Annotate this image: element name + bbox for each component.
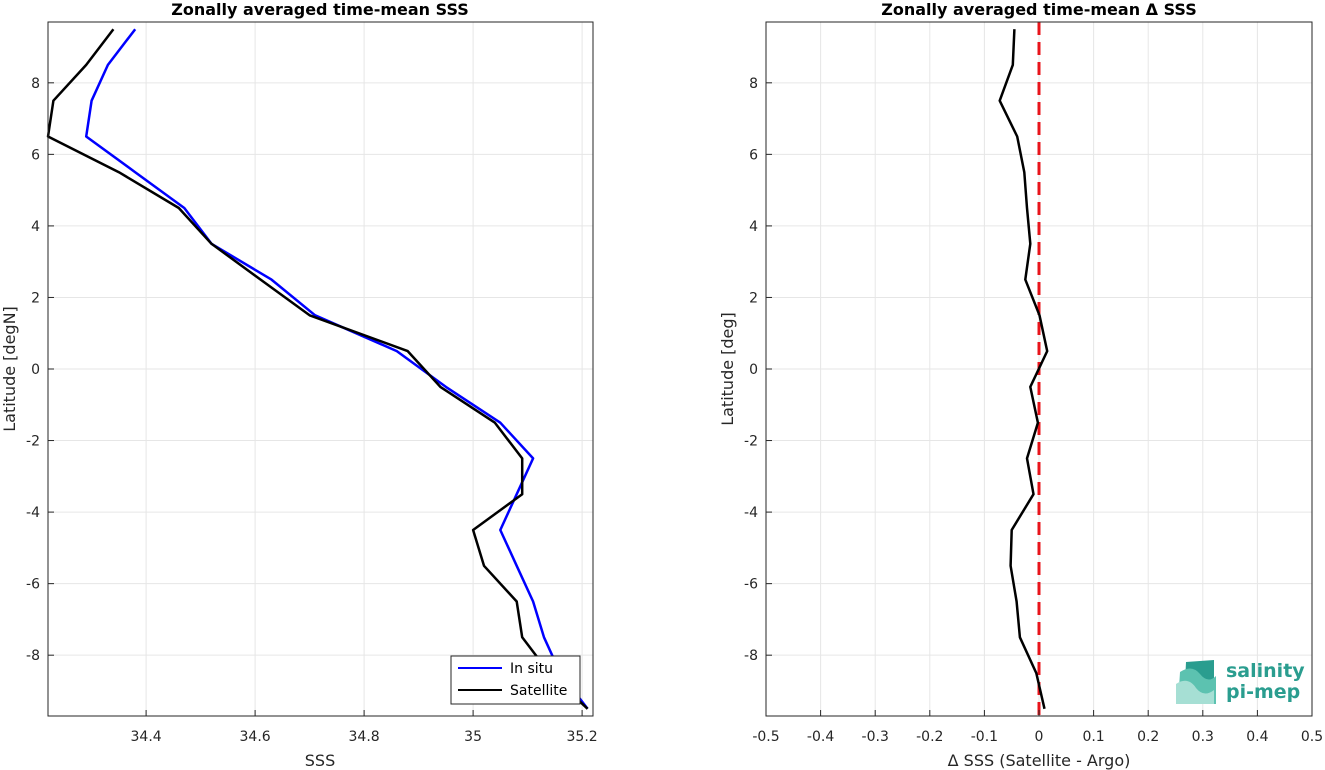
delta-chart-title: Zonally averaged time-mean Δ SSS — [881, 0, 1197, 19]
delta-y-axis-label: Latitude [deg] — [718, 312, 737, 426]
sss-panel: 34.4 34.6 34.8 35 35.2 8 6 4 2 0 -2 -4 -6 -8 Zonally… — [0, 0, 598, 770]
delta-x-tick-label: 0.1 — [1082, 729, 1104, 745]
sss-y-tick-label: 8 — [31, 76, 40, 92]
delta-x-ticks: -0.5 -0.4 -0.3 -0.2 -0.1 0 0.1 0.2 0.3 0.4 0.5 — [752, 710, 1323, 745]
logo-text-pi-mep: pi-mep — [1226, 681, 1300, 703]
sss-y-tick-label: -8 — [26, 648, 40, 664]
delta-x-tick-label: -0.5 — [752, 729, 779, 745]
sss-y-tick-label: 0 — [31, 362, 40, 378]
sss-x-tick-label: 34.8 — [349, 729, 380, 745]
legend-label-in-situ: In situ — [510, 661, 553, 677]
satellite-series-line — [46, 28, 589, 710]
sss-chart-title: Zonally averaged time-mean SSS — [171, 0, 469, 19]
delta-y-tick-label: 4 — [749, 219, 758, 235]
in-situ-series-line — [84, 28, 589, 710]
delta-x-tick-label: -0.4 — [807, 729, 834, 745]
delta-x-tick-label: 0.2 — [1137, 729, 1159, 745]
sss-x-tick-label: 34.6 — [240, 729, 271, 745]
legend-box — [450, 655, 581, 705]
delta-y-tick-label: 2 — [749, 290, 758, 306]
delta-y-tick-label: -6 — [744, 577, 758, 593]
delta-x-tick-label: 0.3 — [1192, 729, 1214, 745]
delta-series — [998, 29, 1049, 710]
sss-x-tick-label: 35 — [464, 729, 482, 745]
logo-wave-3 — [1176, 680, 1214, 704]
delta-x-tick-label: -0.3 — [862, 729, 889, 745]
sss-x-ticks: 34.4 34.6 34.8 35 35.2 — [131, 710, 598, 745]
delta-sss-panel: -0.5 -0.4 -0.3 -0.2 -0.1 0 0.1 0.2 0.3 0.4 0.5 8 6 4… — [718, 0, 1323, 770]
delta-y-ticks: 8 6 4 2 0 -2 -4 -6 -8 — [744, 76, 772, 664]
delta-y-tick-label: -4 — [744, 505, 758, 521]
delta-y-tick-label: 6 — [749, 147, 758, 163]
delta-x-tick-label: 0.5 — [1301, 729, 1323, 745]
delta-x-tick-label: 0 — [1035, 729, 1044, 745]
sss-x-tick-label: 35.2 — [567, 729, 598, 745]
delta-y-tick-label: 0 — [749, 362, 758, 378]
sss-y-tick-label: -4 — [26, 505, 40, 521]
sss-x-axis-label: SSS — [305, 751, 335, 770]
sss-y-tick-label: 2 — [31, 290, 40, 306]
delta-x-axis-label: Δ SSS (Satellite - Argo) — [948, 751, 1131, 770]
delta-y-tick-label: -2 — [744, 434, 758, 450]
delta-y-tick-label: 8 — [749, 76, 758, 92]
sss-y-tick-label: 4 — [31, 219, 40, 235]
salinity-pi-mep-logo: salinity pi-mep — [1176, 660, 1305, 704]
delta-x-tick-label: -0.1 — [971, 729, 998, 745]
sss-x-tick-label: 34.4 — [131, 729, 162, 745]
sss-horizontal-gridlines — [48, 82, 593, 656]
logo-text-salinity: salinity — [1226, 660, 1305, 682]
delta-x-tick-label: 0.4 — [1246, 729, 1268, 745]
sss-y-ticks: 8 6 4 2 0 -2 -4 -6 -8 — [26, 76, 54, 664]
sss-y-tick-label: 6 — [31, 147, 40, 163]
legend-label-satellite: Satellite — [510, 683, 567, 699]
delta-series-line — [998, 29, 1049, 710]
delta-x-tick-label: -0.2 — [916, 729, 943, 745]
sss-y-tick-label: -2 — [26, 434, 40, 450]
delta-y-tick-label: -8 — [744, 648, 758, 664]
sss-series — [46, 28, 589, 710]
sss-legend: In situ Satellite — [450, 655, 581, 705]
sss-y-axis-label: Latitude [degN] — [0, 306, 19, 432]
sss-y-tick-label: -6 — [26, 577, 40, 593]
